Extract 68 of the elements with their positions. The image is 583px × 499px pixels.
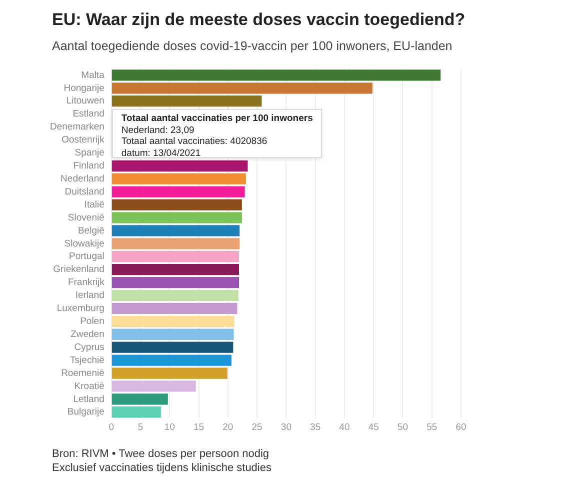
y-tick-label: Slowakije [64, 238, 104, 250]
y-tick-label: Oostenrijk [62, 134, 105, 146]
bar [112, 173, 246, 184]
y-tick-label: Ierland [75, 290, 104, 302]
bar [112, 160, 248, 172]
x-tick-label: 5 [138, 422, 144, 433]
bar [112, 406, 161, 418]
bar [112, 316, 234, 327]
bar [112, 199, 242, 210]
y-tick-label: Kroatië [74, 380, 104, 392]
y-tick-label: Cyprus [74, 342, 105, 353]
text: Exclusief vaccinaties tijdens klinische studies [52, 461, 272, 475]
y-tick-label: Hongarije [64, 82, 104, 94]
bar [112, 302, 238, 314]
chart-subtitle: Aantal toegediende doses covid-19-vaccin per 100 inwoners, EU-landen [52, 39, 452, 53]
bar [112, 290, 238, 302]
y-tick-label: Frankrijk [68, 277, 105, 288]
y-tick-label: Roemenië [61, 368, 104, 379]
y-tick-label: Portugal [69, 251, 104, 262]
y-tick-label: Duitsland [64, 186, 104, 198]
y-tick-label: Bulgarije [67, 406, 104, 418]
x-tick-label: 60 [456, 422, 466, 433]
bar [112, 238, 240, 250]
y-tick-label: Luxemburg [56, 303, 104, 314]
y-tick-label: Letland [73, 394, 104, 405]
x-tick-label: 40 [339, 422, 350, 433]
bar [112, 328, 234, 340]
y-tick-label: Malta [81, 70, 106, 81]
annotation: Totaal aantal vaccinaties per 100 inwoners Nederland: 23,09 Totaal aantal vaccinaties: 4020836 datum: 13/04/2021 [112, 109, 322, 159]
bar [112, 70, 441, 81]
x-tick-label: 30 [280, 422, 292, 433]
y-tick-label: Denemarken [50, 122, 104, 133]
x-tick-label: 50 [397, 422, 408, 433]
bar [112, 368, 228, 379]
y-tick-label: België [78, 225, 104, 236]
bar [112, 96, 262, 107]
y-tick-label: Polen [80, 316, 104, 328]
bar [112, 82, 372, 94]
y-tick-label: Italië [84, 199, 104, 210]
bar [112, 380, 196, 392]
y-tick-label: Slovenië [68, 212, 104, 224]
bar [112, 354, 232, 366]
y-tick-label: Estland [72, 108, 104, 120]
y-tick-label: Nederland [60, 173, 104, 184]
y-tick-label: Griekenland [53, 264, 104, 276]
x-tick-label: 10 [164, 422, 175, 433]
bar [112, 394, 168, 405]
x-tick-label: 15 [194, 422, 204, 433]
x-tick-label: 25 [252, 422, 262, 433]
bar [112, 225, 240, 236]
bar [112, 264, 239, 276]
x-tick-label: 0 [108, 422, 114, 433]
bar [112, 212, 242, 224]
chart-title: EU: Waar zijn de meeste doses vaccin toegediend? [52, 10, 466, 30]
bar [112, 342, 234, 353]
bar [112, 251, 239, 262]
bar [112, 186, 245, 198]
y-tick-label: Zweden [70, 328, 104, 340]
text: Bron: RIVM • Twee doses per persoon nodig [52, 447, 270, 461]
y-tick-label: Finland [73, 160, 104, 172]
x-tick-label: 20 [222, 422, 234, 433]
x-tick-label: 35 [310, 422, 321, 433]
x-tick-label: 55 [426, 422, 438, 433]
y-tick-label: Litouwen [66, 96, 104, 107]
y-tick-label: Spanje [74, 148, 104, 159]
bar [112, 276, 239, 288]
x-tick-label: 45 [368, 422, 379, 433]
y-tick-label: Tsjechië [70, 354, 104, 366]
